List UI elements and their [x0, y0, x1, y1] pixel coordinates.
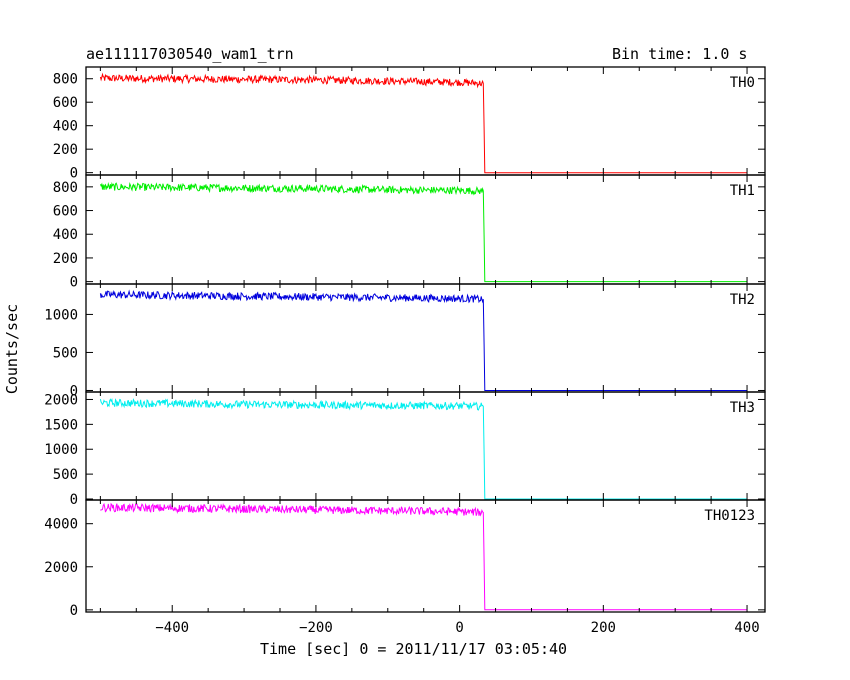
series-name-th3: TH3: [730, 400, 755, 416]
y-tick-label: 0: [70, 492, 78, 508]
y-tick-label: 400: [53, 119, 78, 135]
y-tick-label: 400: [53, 227, 78, 243]
y-tick-label: 1000: [44, 307, 78, 323]
y-tick-label: 0: [70, 603, 78, 619]
series-line-th1: [99, 181, 747, 283]
y-tick-label: 600: [53, 204, 78, 220]
panel-frame: [85, 391, 766, 501]
y-tick-label: 1500: [44, 417, 78, 433]
y-tick-label: 0: [70, 383, 78, 399]
panel-frame: [85, 66, 766, 176]
panel-th0: 0 200 400 600 800 TH0: [53, 66, 766, 182]
series-name-th0: TH0: [730, 75, 755, 91]
panel-frame: [85, 499, 766, 613]
y-tick-label: 200: [53, 142, 78, 158]
series-line-th0: [99, 72, 747, 174]
y-tick-label: 1000: [44, 442, 78, 458]
series-name-th2: TH2: [730, 292, 755, 308]
y-tick-label: 200: [53, 251, 78, 267]
y-tick-label: 0: [70, 166, 78, 182]
y-tick-label: 4000: [44, 517, 78, 533]
x-axis-label: Time [sec] 0 = 2011/11/17 03:05:40: [260, 640, 568, 658]
x-tick-label: −200: [299, 620, 333, 636]
panel-th3: 0 500 1000 1500 2000 TH3: [44, 391, 766, 508]
y-tick-label: 600: [53, 95, 78, 111]
y-tick-label: 2000: [44, 560, 78, 576]
series-name-th0123: TH0123: [704, 508, 755, 524]
x-tick-label: 400: [734, 620, 759, 636]
chart-title: ae111117030540_wam1_trn: [86, 45, 294, 63]
series-line-th3: [99, 397, 747, 500]
panel-frame: [85, 174, 766, 285]
series-name-th1: TH1: [730, 183, 755, 199]
x-tick-label: −400: [155, 620, 189, 636]
panel-th2: 0 500 1000 TH2: [44, 283, 766, 399]
y-tick-label: 800: [53, 180, 78, 196]
y-tick-label: 2000: [44, 392, 78, 408]
y-tick-label: 500: [53, 467, 78, 483]
bin-time-label: Bin time: 1.0 s: [612, 45, 748, 63]
y-tick-label: 800: [53, 72, 78, 88]
panel-th0123: 0 2000 4000 TH0123: [44, 499, 766, 619]
y-tick-label: 0: [70, 275, 78, 291]
x-tick-label: 0: [455, 620, 463, 636]
panel-th1: 0 200 400 600 800 TH1: [53, 174, 766, 291]
y-tick-label: 500: [53, 345, 78, 361]
x-tick-label: 200: [591, 620, 616, 636]
series-line-th0123: [100, 502, 747, 611]
series-line-th2: [99, 289, 747, 391]
